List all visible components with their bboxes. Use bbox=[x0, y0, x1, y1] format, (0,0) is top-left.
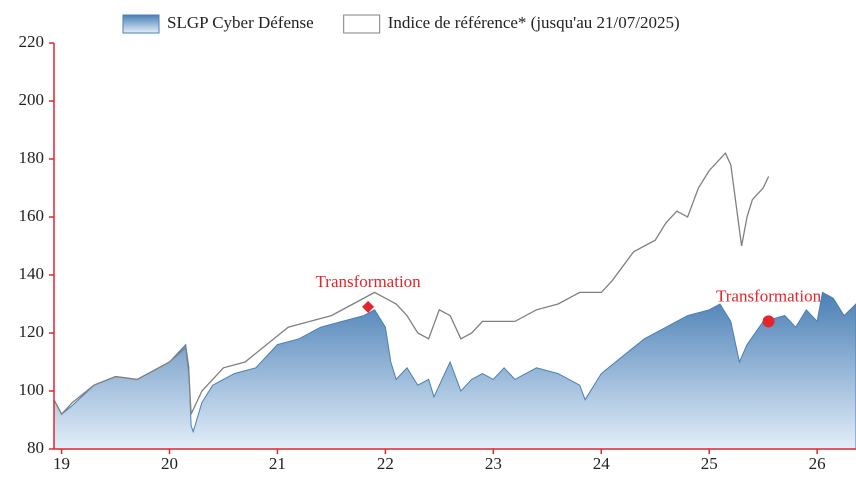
y-tick-label: 140 bbox=[19, 264, 45, 283]
y-tick-label: 80 bbox=[27, 438, 44, 457]
y-tick-label: 180 bbox=[19, 148, 45, 167]
x-tick-label: 22 bbox=[377, 454, 394, 473]
x-tick-label: 20 bbox=[161, 454, 178, 473]
y-tick-label: 120 bbox=[19, 322, 45, 341]
legend-label: Indice de référence* (jusqu'au 21/07/202… bbox=[388, 13, 680, 32]
y-tick-label: 160 bbox=[19, 206, 45, 225]
x-tick-label: 25 bbox=[701, 454, 718, 473]
y-tick-label: 200 bbox=[19, 90, 45, 109]
legend-label: SLGP Cyber Défense bbox=[167, 13, 314, 32]
x-tick-label: 26 bbox=[809, 454, 826, 473]
y-tick-label: 220 bbox=[19, 32, 45, 51]
y-tick-label: 100 bbox=[19, 380, 45, 399]
x-tick-label: 19 bbox=[53, 454, 70, 473]
line bbox=[53, 152, 770, 416]
annotation-marker bbox=[762, 315, 775, 328]
legend-swatch bbox=[122, 14, 160, 34]
x-tick-label: 21 bbox=[269, 454, 286, 473]
legend-swatch bbox=[343, 14, 381, 34]
annotation-label: Transformation bbox=[716, 286, 822, 305]
annotation-label: Transformation bbox=[316, 272, 422, 291]
x-tick-label: 24 bbox=[593, 454, 611, 473]
x-tick-label: 23 bbox=[485, 454, 502, 473]
area bbox=[53, 291, 856, 450]
annotation-marker bbox=[362, 300, 375, 313]
